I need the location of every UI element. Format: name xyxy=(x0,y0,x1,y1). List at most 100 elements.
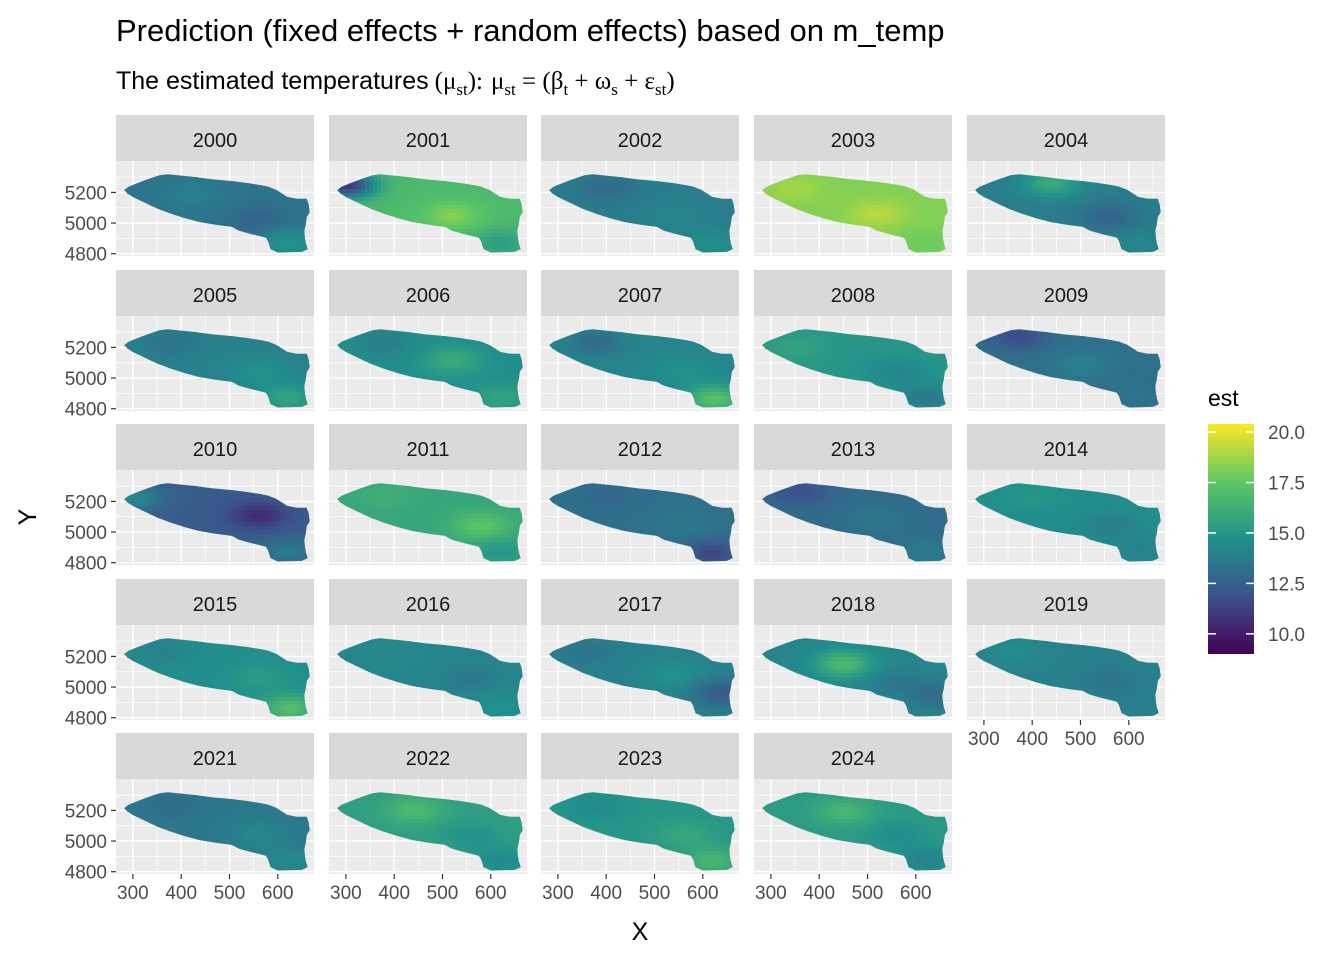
field-cell xyxy=(477,201,482,206)
field-cell xyxy=(926,249,931,253)
field-cell xyxy=(385,201,390,206)
field-cell xyxy=(300,217,305,222)
field-cell xyxy=(397,185,402,190)
field-cell xyxy=(284,213,289,218)
field-cell xyxy=(461,221,466,226)
field-cell xyxy=(886,209,891,214)
field-cell xyxy=(268,189,273,194)
field-cell xyxy=(481,225,486,230)
field-cell xyxy=(890,185,895,190)
field-cell xyxy=(389,185,394,190)
field-cell xyxy=(513,209,518,214)
field-cell xyxy=(617,205,622,210)
field-cell xyxy=(850,189,855,194)
field-cell xyxy=(577,193,582,198)
field-cell xyxy=(489,237,494,242)
field-cell xyxy=(188,177,193,182)
field-cell xyxy=(481,197,486,202)
field-cell xyxy=(858,201,863,206)
field-cell xyxy=(938,209,943,214)
field-cell xyxy=(790,193,795,198)
field-cell xyxy=(585,177,590,182)
field-cell xyxy=(212,221,217,226)
field-cell xyxy=(164,209,169,214)
field-cell xyxy=(413,189,418,194)
field-cell xyxy=(882,229,887,234)
field-cell xyxy=(649,201,654,206)
field-cell xyxy=(713,237,718,242)
field-cell xyxy=(437,221,442,226)
field-cell xyxy=(625,201,630,206)
field-cell xyxy=(401,213,406,218)
field-cell xyxy=(573,193,578,198)
field-cell xyxy=(156,201,161,206)
field-cell xyxy=(577,177,582,182)
field-cell xyxy=(838,177,843,182)
field-cell xyxy=(401,197,406,202)
field-cell xyxy=(577,185,582,190)
field-cell xyxy=(196,189,201,194)
field-cell xyxy=(930,241,935,246)
field-cell xyxy=(485,221,490,226)
field-cell xyxy=(228,213,233,218)
field-cell xyxy=(846,181,851,186)
field-cell xyxy=(284,249,289,253)
field-cell xyxy=(798,197,803,202)
field-cell xyxy=(874,205,879,210)
field-cell xyxy=(276,213,281,218)
field-cell xyxy=(806,177,811,182)
field-cell xyxy=(605,209,610,214)
field-cell xyxy=(284,237,289,242)
field-cell xyxy=(276,237,281,242)
field-cell xyxy=(152,197,157,202)
field-cell xyxy=(709,205,714,210)
field-cell xyxy=(260,189,265,194)
field-cell xyxy=(160,193,165,198)
field-cell xyxy=(878,193,883,198)
field-cell xyxy=(180,205,185,210)
field-cell xyxy=(240,209,245,214)
field-cell xyxy=(264,189,269,194)
field-cell xyxy=(501,221,506,226)
field-cell xyxy=(425,181,430,186)
field-cell xyxy=(437,193,442,198)
field-cell xyxy=(629,189,634,194)
field-cell xyxy=(449,205,454,210)
field-cell xyxy=(894,205,899,210)
field-cell xyxy=(979,185,984,190)
field-cell xyxy=(673,229,678,234)
field-cell xyxy=(308,209,310,214)
field-cell xyxy=(681,221,686,226)
field-cell xyxy=(870,185,875,190)
field-cell xyxy=(148,177,153,182)
field-cell xyxy=(866,221,871,226)
field-cell xyxy=(377,185,382,190)
field-cell xyxy=(898,229,903,234)
field-cell xyxy=(657,201,662,206)
field-cell xyxy=(425,213,430,218)
field-cell xyxy=(862,221,867,226)
field-cell xyxy=(605,193,610,198)
field-cell xyxy=(517,245,522,250)
field-cell xyxy=(188,197,193,202)
field-cell xyxy=(441,197,446,202)
subtitle-mu: μ xyxy=(443,68,456,95)
field-cell xyxy=(224,181,229,186)
field-cell xyxy=(192,181,197,186)
field-cell xyxy=(300,221,305,226)
field-cell xyxy=(272,245,277,250)
field-cell xyxy=(248,193,253,198)
field-cell xyxy=(621,205,626,210)
field-cell xyxy=(689,213,694,218)
field-cell xyxy=(922,241,927,246)
field-cell xyxy=(457,205,462,210)
field-cell xyxy=(369,174,374,178)
field-cell xyxy=(449,189,454,194)
chart-subtitle: The estimated temperatures (μst): μst = (β… xyxy=(116,67,675,99)
field-cell xyxy=(834,185,839,190)
field-cell xyxy=(930,209,935,214)
field-cell xyxy=(421,221,426,226)
field-cell xyxy=(144,201,149,206)
field-cell xyxy=(910,245,915,250)
field-cell xyxy=(473,233,478,238)
